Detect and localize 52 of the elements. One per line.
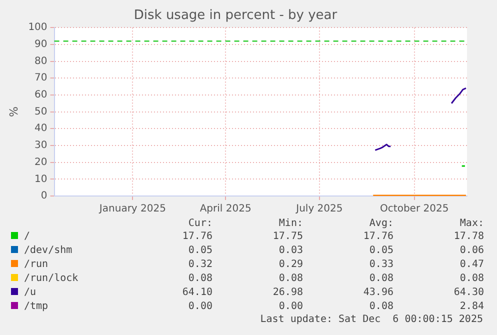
y-tick-label: 30 [34,140,48,152]
text: Last update: Sat Dec 6 00:00:15 2025 [259,314,483,325]
text: 0.08 [458,272,484,286]
text: 0.03 [278,244,303,258]
text: Min: [278,218,303,230]
legend-label: /u [24,287,36,298]
y-tick-label: 100 [28,22,48,34]
text: 0.08 [368,300,394,314]
text: 43.96 [362,286,394,300]
text: 17.75 [272,230,303,244]
text: 0.00 [187,300,212,314]
text: 64.10 [181,286,212,300]
y-tick-label: 0 [40,190,48,202]
legend-label: /tmp [24,301,48,312]
y-tick-label: 10 [34,174,48,185]
text: Max: [458,218,484,230]
text: 0.00 [278,300,303,314]
text: 17.76 [181,230,212,244]
text: 0.08 [187,272,212,286]
text: 0.08 [368,272,394,286]
text: Cur: [187,218,212,230]
text: 17.78 [452,230,484,244]
text: 0.08 [278,272,303,286]
x-tick-label: April 2025 [200,204,252,215]
text: 64.30 [452,286,484,300]
chart-title: Disk usage in percent - by year [134,8,338,24]
text: 26.98 [272,286,303,300]
text: 17.76 [362,230,394,244]
y-tick-label: 60 [34,90,48,101]
text: 0.05 [368,244,394,258]
text: 0.29 [278,258,303,272]
legend-label: /dev/shm [24,245,72,256]
text: 0.47 [458,258,484,272]
y-tick-label: 40 [34,123,48,134]
text: Avg: [368,218,394,230]
y-tick-label: 80 [34,56,48,67]
x-tick-label: January 2025 [98,204,166,215]
text: 0.05 [187,244,212,258]
legend-label: /run/lock [24,273,78,284]
x-tick-label: July 2025 [295,204,343,215]
text: 0.33 [368,258,394,272]
legend-label: / [24,231,30,242]
text: 0.06 [458,244,484,258]
x-tick-label: October 2025 [380,204,449,215]
y-tick-label: 90 [34,39,48,50]
y-axis-title: % [7,106,20,118]
text: 0.32 [187,258,212,272]
legend-label: /run [24,259,48,270]
text: 2.84 [458,300,484,314]
y-tick-label: 50 [34,106,48,118]
y-tick-label: 20 [34,156,48,168]
y-tick-label: 70 [34,72,48,84]
